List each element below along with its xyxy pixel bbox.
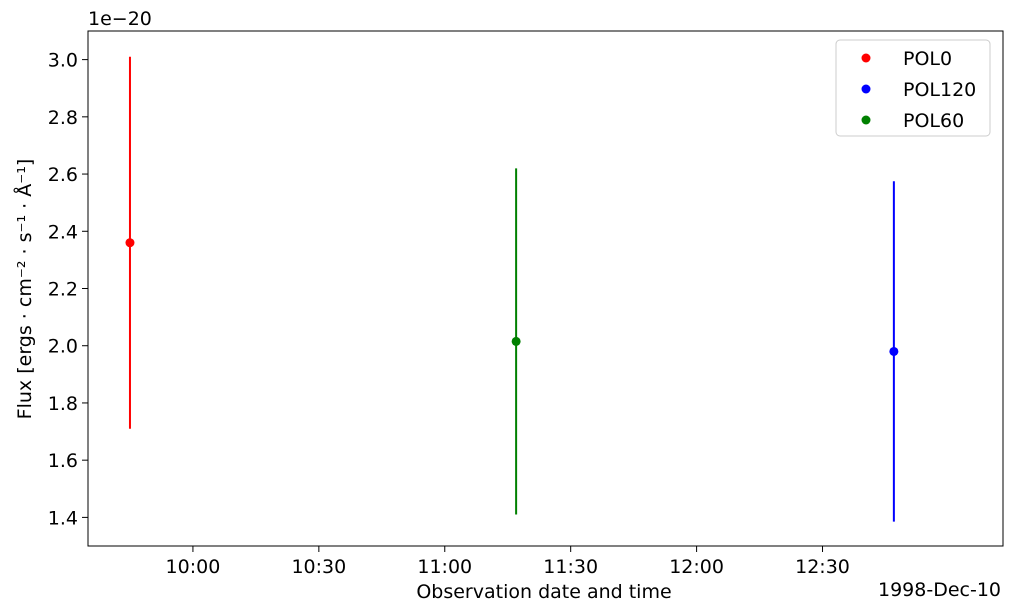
y-tick-label: 1.4 — [48, 507, 78, 529]
series-pol0 — [125, 56, 135, 429]
legend-item-pol0: POL0 — [861, 48, 952, 70]
y-tick-label: 2.8 — [48, 107, 78, 129]
legend-item-pol120: POL120 — [861, 79, 976, 101]
legend-item-pol60: POL60 — [861, 110, 964, 132]
y-tick-label: 2.6 — [48, 164, 78, 186]
data-point — [889, 346, 899, 356]
y-tick-label: 2.4 — [48, 221, 78, 243]
legend-marker — [861, 53, 871, 63]
legend-label: POL0 — [903, 48, 952, 70]
x-tick-label: 12:30 — [795, 556, 850, 578]
series-pol120 — [889, 181, 899, 522]
x-tick-label: 10:30 — [291, 556, 346, 578]
legend-marker — [861, 115, 871, 125]
x-tick-label: 11:00 — [417, 556, 472, 578]
x-axis-ticks: 10:00 10:30 11:00 11:30 12:00 12:30 — [166, 546, 850, 578]
x-tick-label: 11:30 — [543, 556, 598, 578]
x-tick-label: 10:00 — [166, 556, 221, 578]
y-tick-label: 1.6 — [48, 450, 78, 472]
y-offset-label: 1e−20 — [88, 8, 152, 30]
series-pol60 — [511, 168, 521, 515]
legend-marker — [861, 84, 871, 94]
y-tick-label: 1.8 — [48, 393, 78, 415]
y-axis-ticks: 1.4 1.6 1.8 2.0 2.2 2.4 2.6 2.8 3.0 — [48, 50, 88, 529]
x-tick-label: 12:00 — [669, 556, 724, 578]
legend-label: POL120 — [903, 79, 976, 101]
legend-label: POL60 — [903, 110, 964, 132]
x-offset-label: 1998-Dec-10 — [878, 579, 1001, 601]
y-axis-label: Flux [ergs · cm⁻² · s⁻¹ · Å⁻¹] — [13, 159, 36, 420]
plot-marks — [125, 56, 899, 522]
legend: POL0 POL120 POL60 — [835, 39, 991, 137]
x-axis-label: Observation date and time — [416, 581, 671, 603]
y-tick-label: 2.0 — [48, 336, 78, 358]
y-tick-label: 2.2 — [48, 279, 78, 301]
legend-box — [835, 39, 991, 137]
data-point — [125, 238, 135, 248]
data-point — [511, 336, 521, 346]
y-tick-label: 3.0 — [48, 50, 78, 72]
